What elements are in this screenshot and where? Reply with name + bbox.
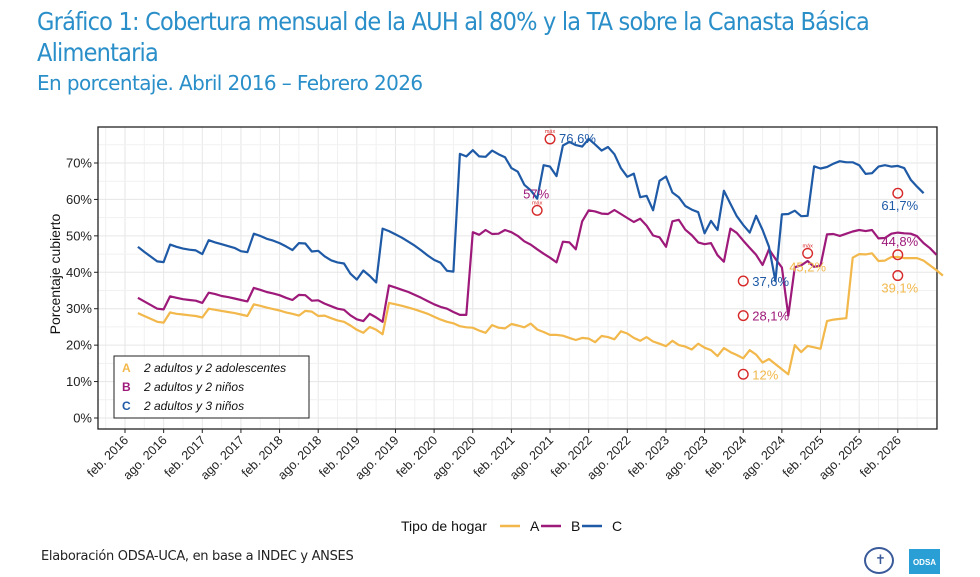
legend-title: Tipo de hogar	[401, 518, 487, 534]
series-C-min-marker	[737, 275, 749, 287]
inset-legend-box	[113, 355, 310, 419]
series-A-min-marker	[737, 368, 749, 380]
chart-subtitle: En porcentaje. Abril 2016 – Febrero 2026	[37, 71, 423, 95]
uca-seal-logo: ✝	[864, 547, 894, 574]
max-tag: máx	[532, 200, 543, 206]
series-A-máx-label: 45,2%	[789, 259, 826, 274]
series-B-line	[137, 208, 938, 323]
series-A-last-label: 39,1%	[881, 281, 918, 296]
series-C-last-label: 61,7%	[881, 198, 918, 213]
y-tick-label: 50%	[66, 228, 92, 243]
chart-title: Gráfico 1: Cobertura mensual de la AUH a…	[37, 7, 870, 67]
plot-frame	[97, 126, 938, 430]
series-C-min-label: 37,6%	[752, 274, 789, 289]
series-B-máx-marker	[531, 204, 543, 216]
y-tick-label: 40%	[66, 265, 92, 280]
y-tick-label: 70%	[66, 155, 92, 170]
series-A-line	[137, 252, 944, 376]
inset-legend-label-C: 2 adultos y 3 niños	[143, 399, 244, 413]
footer-source: Elaboración ODSA-UCA, en base a INDEC y …	[41, 549, 354, 564]
series-B-min-label: 28,1%	[752, 309, 789, 324]
series-C-máx-marker	[544, 133, 556, 145]
series-B-last-marker	[892, 249, 904, 261]
series-A-min-label: 12%	[752, 367, 778, 382]
series-B-min-marker	[737, 310, 749, 322]
y-tick-label: 10%	[66, 374, 92, 389]
inset-legend: A 2 adultos y 2 adolescentes B 2 adultos y …	[113, 355, 310, 419]
series-A-last-marker	[892, 270, 904, 282]
series-C-last-marker	[892, 187, 904, 199]
series-B-máx-label: 57%	[523, 186, 549, 201]
max-tag: máx	[802, 243, 813, 249]
legend-label-C: C	[612, 518, 622, 534]
inset-legend-label-B: 2 adultos y 2 niños	[143, 380, 244, 394]
inset-legend-label-A: 2 adultos y 2 adolescentes	[143, 361, 286, 375]
series-C-máx-label: 76,6%	[559, 131, 596, 146]
series-A-máx-marker	[802, 247, 814, 259]
y-tick-label: 30%	[66, 301, 92, 316]
inset-legend-key-B: B	[122, 380, 131, 394]
max-tag: máx	[545, 129, 556, 135]
legend-label-A: A	[530, 518, 540, 534]
series-B-last-label: 44,8%	[881, 234, 918, 249]
y-tick-label: 60%	[66, 192, 92, 207]
inset-legend-key-C: C	[122, 399, 131, 413]
x-tick-label: feb. 2026	[857, 433, 904, 480]
y-axis-label: Porcentaje cubierto	[47, 213, 63, 334]
bottom-legend: Tipo de hogar A B C	[401, 518, 622, 534]
series-C-line	[137, 137, 925, 284]
y-tick-label: 0%	[73, 411, 92, 426]
odsa-logo: ODSA	[909, 549, 940, 574]
inset-legend-key-A: A	[122, 361, 131, 375]
y-tick-label: 20%	[66, 338, 92, 353]
legend-label-B: B	[571, 518, 580, 534]
